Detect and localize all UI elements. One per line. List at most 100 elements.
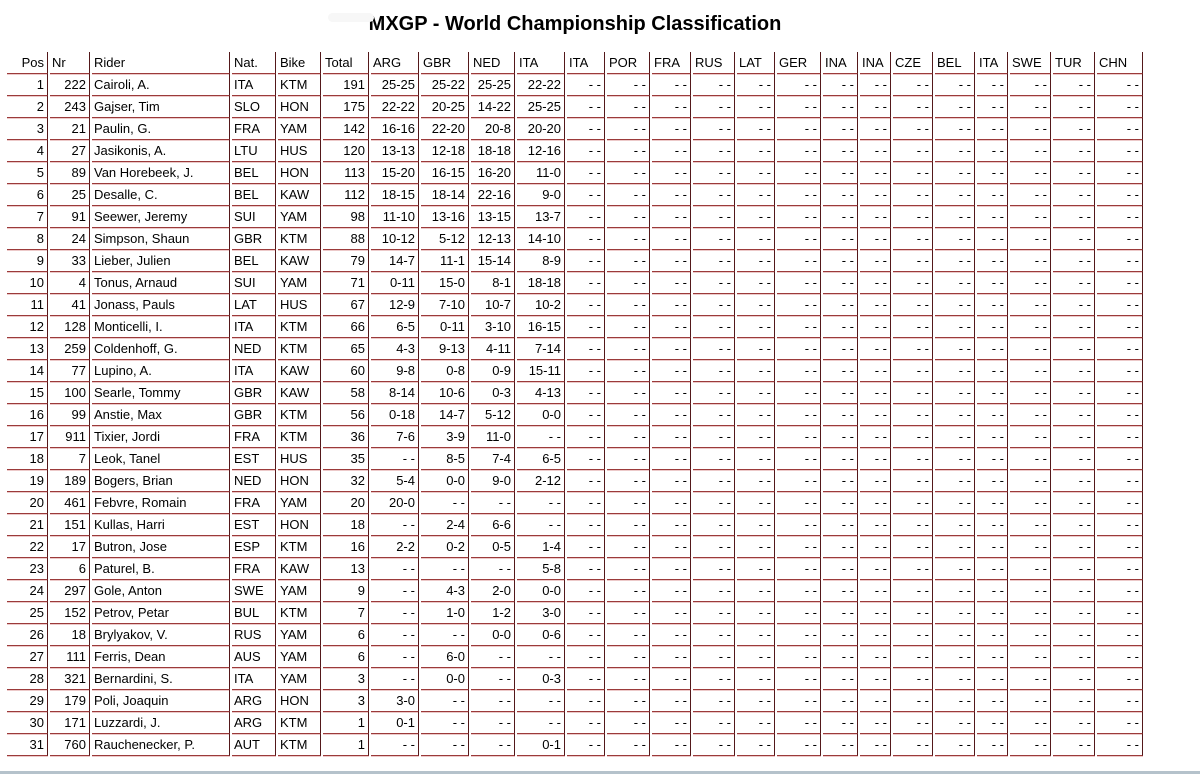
cell-gp-chn-17: - - <box>1097 294 1143 316</box>
col-header-tur-22: TUR <box>1053 52 1095 74</box>
cell-gp-ned-2: 4-11 <box>471 338 515 360</box>
cell-gp-tur-16: - - <box>1053 448 1095 470</box>
cell-gp-ita-4: - - <box>567 646 605 668</box>
cell-gp-chn-17: - - <box>1097 734 1143 756</box>
cell-rider: Leok, Tanel <box>92 448 230 470</box>
cell-gp-ita-3: 9-0 <box>517 184 565 206</box>
table-row: 19 189 Bogers, Brian NED HON 32 5-4 0-0 9-0 2-12-… <box>7 470 1143 492</box>
cell-gp-ita-14: - - <box>977 96 1008 118</box>
cell-gp-lat-8: - - <box>737 74 775 96</box>
cell-gp-ina-11: - - <box>860 382 891 404</box>
cell-gp-por-5: - - <box>607 536 650 558</box>
cell-gp-ned-2: 2-0 <box>471 580 515 602</box>
table-row: 21 151 Kullas, Harri EST HON 18- -2-4 6-6- -- … <box>7 514 1143 536</box>
cell-gp-ina-11: - - <box>860 624 891 646</box>
cell-nr: 321 <box>50 668 90 690</box>
cell-gp-ger-9: - - <box>777 580 821 602</box>
cell-pos: 20 <box>7 492 48 514</box>
cell-gp-gbr-1: 5-12 <box>421 228 469 250</box>
cell-gp-ina-11: - - <box>860 492 891 514</box>
cell-gp-bel-13: - - <box>935 382 975 404</box>
cell-gp-tur-16: - - <box>1053 162 1095 184</box>
cell-pos: 11 <box>7 294 48 316</box>
cell-rider: Simpson, Shaun <box>92 228 230 250</box>
cell-gp-arg-0: 15-20 <box>371 162 419 184</box>
cell-gp-ita-4: - - <box>567 338 605 360</box>
cell-gp-ina-11: - - <box>860 448 891 470</box>
cell-rider: Tixier, Jordi <box>92 426 230 448</box>
table-row: 23 6 Paturel, B. FRA KAW 13- -- -- -5-8- -- -… <box>7 558 1143 580</box>
cell-gp-lat-8: - - <box>737 118 775 140</box>
cell-gp-ned-2: 3-10 <box>471 316 515 338</box>
cell-pos: 27 <box>7 646 48 668</box>
cell-gp-tur-16: - - <box>1053 536 1095 558</box>
cell-gp-ita-4: - - <box>567 228 605 250</box>
cell-gp-gbr-1: - - <box>421 712 469 734</box>
table-row: 4 27 Jasikonis, A. LTU HUS 120 13-13 12-18 18-18… <box>7 140 1143 162</box>
cell-gp-arg-0: 3-0 <box>371 690 419 712</box>
cell-gp-cze-12: - - <box>893 250 933 272</box>
cell-gp-bel-13: - - <box>935 96 975 118</box>
cell-total: 58 <box>323 382 369 404</box>
cell-gp-lat-8: - - <box>737 382 775 404</box>
cell-nr: 760 <box>50 734 90 756</box>
cell-gp-bel-13: - - <box>935 448 975 470</box>
cell-gp-arg-0: 0-11 <box>371 272 419 294</box>
cell-gp-por-5: - - <box>607 338 650 360</box>
cell-gp-arg-0: 12-9 <box>371 294 419 316</box>
cell-gp-bel-13: - - <box>935 206 975 228</box>
col-header-cze-18: CZE <box>893 52 933 74</box>
cell-gp-cze-12: - - <box>893 470 933 492</box>
cell-pos: 14 <box>7 360 48 382</box>
cell-gp-ita-14: - - <box>977 580 1008 602</box>
cell-gp-ita-3: 2-12 <box>517 470 565 492</box>
cell-gp-chn-17: - - <box>1097 514 1143 536</box>
cell-gp-ita-4: - - <box>567 734 605 756</box>
cell-gp-tur-16: - - <box>1053 338 1095 360</box>
cell-gp-ita-4: - - <box>567 74 605 96</box>
cell-gp-tur-16: - - <box>1053 404 1095 426</box>
cell-bike: KTM <box>278 602 321 624</box>
cell-gp-por-5: - - <box>607 316 650 338</box>
cell-gp-ina-10: - - <box>823 140 858 162</box>
cell-gp-ita-14: - - <box>977 668 1008 690</box>
cell-gp-arg-0: 9-8 <box>371 360 419 382</box>
cell-bike: HON <box>278 96 321 118</box>
cell-gp-arg-0: - - <box>371 668 419 690</box>
cell-gp-bel-13: - - <box>935 140 975 162</box>
cell-gp-ned-2: 16-20 <box>471 162 515 184</box>
cell-nr: 89 <box>50 162 90 184</box>
cell-total: 88 <box>323 228 369 250</box>
cell-gp-ned-2: 20-8 <box>471 118 515 140</box>
cell-gp-ina-11: - - <box>860 206 891 228</box>
cell-gp-ina-10: - - <box>823 162 858 184</box>
cell-gp-ina-10: - - <box>823 646 858 668</box>
cell-gp-swe-15: - - <box>1010 712 1051 734</box>
cell-gp-ita-14: - - <box>977 360 1008 382</box>
cell-pos: 8 <box>7 228 48 250</box>
col-header-ned-8: NED <box>471 52 515 74</box>
cell-nr: 152 <box>50 602 90 624</box>
cell-gp-cze-12: - - <box>893 558 933 580</box>
col-header-swe-21: SWE <box>1010 52 1051 74</box>
cell-gp-bel-13: - - <box>935 514 975 536</box>
cell-gp-arg-0: 6-5 <box>371 316 419 338</box>
cell-total: 113 <box>323 162 369 184</box>
cell-gp-chn-17: - - <box>1097 646 1143 668</box>
cell-gp-tur-16: - - <box>1053 272 1095 294</box>
cell-gp-bel-13: - - <box>935 162 975 184</box>
cell-pos: 23 <box>7 558 48 580</box>
cell-gp-gbr-1: 0-8 <box>421 360 469 382</box>
cell-gp-ita-3: 0-0 <box>517 580 565 602</box>
cell-gp-ita-4: - - <box>567 470 605 492</box>
cell-gp-fra-6: - - <box>652 602 691 624</box>
cell-gp-chn-17: - - <box>1097 580 1143 602</box>
cell-gp-ger-9: - - <box>777 140 821 162</box>
cell-nat: ESP <box>232 536 276 558</box>
cell-bike: KTM <box>278 536 321 558</box>
cell-gp-chn-17: - - <box>1097 690 1143 712</box>
cell-gp-bel-13: - - <box>935 646 975 668</box>
cell-gp-lat-8: - - <box>737 624 775 646</box>
cell-bike: YAM <box>278 206 321 228</box>
cell-gp-arg-0: 11-10 <box>371 206 419 228</box>
